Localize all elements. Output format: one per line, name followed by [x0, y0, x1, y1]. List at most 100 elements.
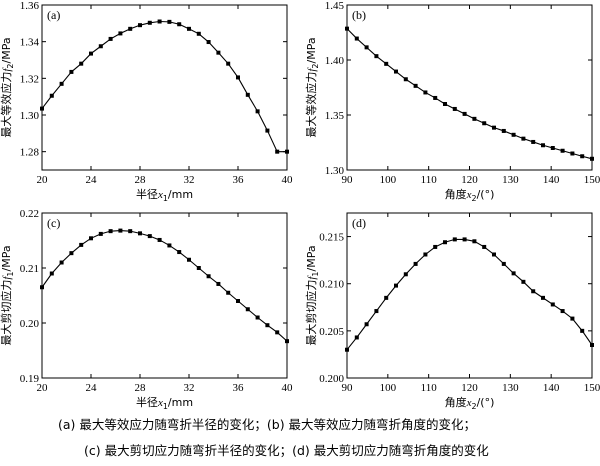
y-tick-label: 1.28 [20, 147, 40, 159]
data-point [511, 271, 516, 276]
data-point [423, 252, 428, 257]
x-tick-label: 40 [282, 174, 294, 186]
y-tick-label: 0.200 [319, 373, 344, 385]
x-tick-label: 28 [135, 174, 147, 186]
caption-line-1: (a) 最大等效应力随弯折半径的变化；(b) 最大等效应力随弯折角度的变化； [58, 417, 477, 432]
y-tick-label: 0.20 [20, 318, 40, 330]
data-point [98, 231, 103, 236]
x-tick-label: 150 [584, 382, 600, 394]
data-point [147, 20, 152, 25]
x-tick-label: 28 [135, 382, 147, 394]
x-tick-label: 130 [502, 174, 519, 186]
data-point [511, 132, 516, 137]
data-point [285, 339, 289, 344]
data-point [462, 111, 467, 116]
data-point [69, 69, 74, 74]
x-tick-label: 36 [233, 382, 245, 394]
data-point [187, 26, 191, 31]
data-point [49, 271, 54, 276]
data-point [384, 295, 389, 300]
x-tick-label: 120 [461, 382, 478, 394]
plot-frame [41, 4, 288, 171]
data-point [413, 261, 418, 266]
data-point [128, 26, 133, 31]
data-point [255, 315, 260, 320]
data-point [384, 61, 389, 66]
data-point [354, 36, 359, 41]
y-axis-label: 最大剪切应力f1/MPa [0, 245, 15, 345]
panel-label: (b) [352, 8, 366, 22]
data-point [255, 109, 260, 114]
data-point [570, 151, 575, 156]
x-tick-label: 20 [37, 382, 49, 394]
data-point [59, 81, 64, 86]
data-point [374, 54, 379, 59]
data-point [403, 77, 408, 82]
data-point [472, 239, 477, 244]
x-tick-label: 40 [282, 382, 294, 394]
x-tick-label: 90 [342, 382, 354, 394]
data-point [245, 92, 250, 97]
plot-frame [346, 212, 593, 379]
data-point [452, 237, 457, 242]
data-point [501, 261, 506, 266]
x-tick-label: 36 [233, 174, 245, 186]
data-point [492, 252, 496, 257]
data-point [364, 322, 369, 327]
data-point [157, 19, 162, 24]
data-point [138, 231, 142, 236]
x-tick-label: 120 [461, 174, 478, 186]
data-point [275, 149, 280, 154]
data-point [128, 229, 133, 234]
data-point [147, 234, 152, 239]
chart-panel-4: 90 100 110 120 130 140 150 0.200 0.205 0.210 0.215… [304, 212, 600, 410]
data-point [413, 83, 418, 88]
y-tick-label: 1.35 [325, 110, 345, 122]
data-point [394, 283, 398, 288]
figure: 20 24 28 32 36 40 1.28 1.30 1.32 1.34 1.36 (a) 半径x1/… [0, 0, 600, 410]
data-point [226, 290, 231, 295]
data-point [216, 50, 221, 55]
x-tick-label: 140 [543, 382, 560, 394]
x-axis-label: 角度x2/(°) [445, 187, 495, 203]
data-point [560, 148, 565, 153]
x-tick-label: 110 [421, 174, 438, 186]
data-point [265, 323, 270, 328]
data-point [108, 36, 113, 41]
data-point [265, 128, 270, 133]
chart-panel-2: 90 100 110 120 130 140 150 1.30 1.35 1.40 1.45 (b) 角… [304, 0, 600, 203]
data-point [590, 156, 594, 161]
data-point [482, 244, 487, 249]
x-axis-label: 半径x1/mm [136, 187, 193, 203]
data-point [187, 257, 191, 262]
data-point [433, 244, 438, 249]
data-point [443, 102, 447, 106]
panel-label: (c) [47, 216, 60, 230]
data-point [98, 44, 103, 49]
y-tick-label: 1.40 [325, 55, 345, 67]
data-point [394, 69, 398, 74]
series-line [41, 20, 287, 153]
x-axis-label: 角度x2/(°) [445, 395, 495, 410]
data-point [501, 128, 506, 133]
data-point [550, 146, 555, 150]
y-tick-label: 1.32 [20, 73, 39, 85]
data-point [374, 309, 379, 314]
data-point [492, 125, 496, 130]
data-point [79, 61, 84, 66]
data-point [521, 136, 526, 141]
data-point [79, 242, 84, 247]
data-point [345, 347, 349, 352]
series-line [41, 230, 288, 342]
data-point [157, 237, 162, 242]
data-point [226, 61, 231, 66]
x-tick-label: 90 [342, 174, 354, 186]
data-point [177, 22, 182, 27]
data-point [89, 51, 93, 56]
data-point [531, 289, 536, 294]
y-axis-label: 最大等效应力f2/MPa [0, 37, 15, 137]
data-point [138, 23, 142, 28]
chart-panel-3: 20 24 28 32 36 40 0.19 0.20 0.21 0.22 (c) 半径x1/mm 最大… [0, 208, 293, 410]
y-tick-label: 0.21 [20, 263, 39, 275]
y-tick-label: 1.34 [20, 37, 40, 49]
